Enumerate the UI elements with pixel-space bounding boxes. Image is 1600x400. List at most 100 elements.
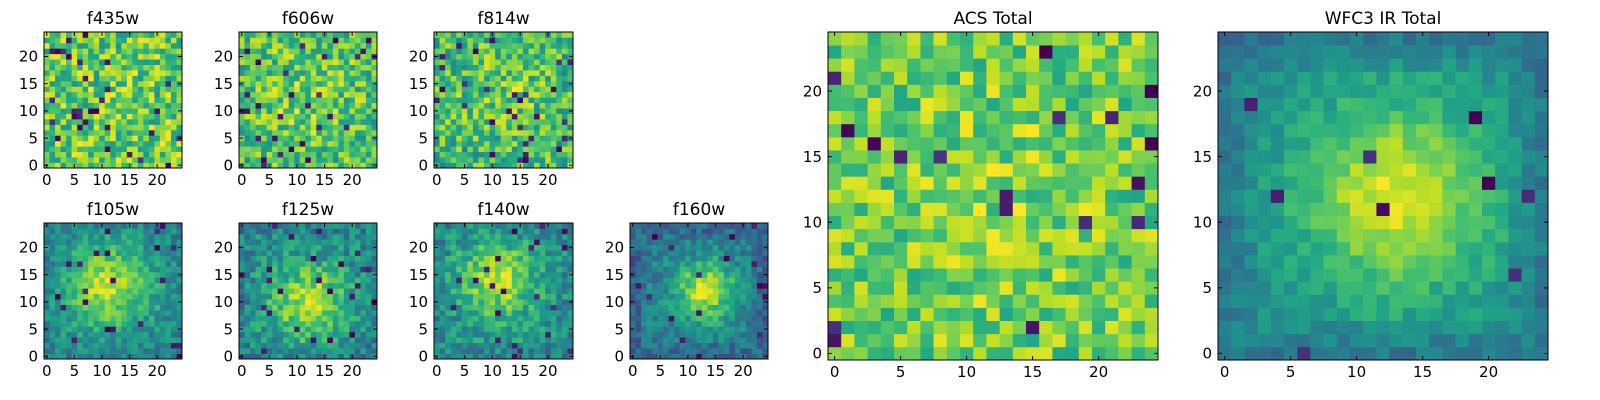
heatmap-cell [104, 342, 111, 349]
heatmap-cell [159, 135, 166, 142]
heatmap-cell [165, 37, 172, 44]
heatmap-cell [250, 239, 256, 246]
heatmap-cell [266, 97, 273, 104]
heatmap-cell [266, 239, 273, 246]
heatmap-cell [310, 255, 317, 262]
heatmap-cell [641, 299, 647, 305]
heatmap-cell [745, 288, 752, 295]
heatmap-cell [534, 59, 540, 65]
heatmap-cell [762, 288, 769, 295]
heatmap-cell [450, 266, 457, 273]
heatmap-cell [137, 157, 144, 163]
heatmap-cell [365, 119, 372, 125]
heatmap-cell [283, 64, 290, 71]
heatmap-cell [82, 162, 89, 169]
heatmap-cell [154, 261, 161, 267]
heatmap-cell [321, 42, 328, 49]
heatmap-cell [999, 294, 1014, 308]
heatmap-cell [66, 86, 72, 93]
heatmap-cell [110, 223, 117, 229]
heatmap-cell [635, 288, 642, 295]
heatmap-cell [641, 255, 647, 262]
heatmap-cell [176, 97, 183, 104]
heatmap-cell [467, 277, 474, 284]
heatmap-cell [450, 331, 457, 338]
heatmap-cell [500, 113, 507, 120]
heatmap-cell [283, 288, 290, 295]
heatmap-cell [511, 48, 518, 55]
heatmap-cell [641, 304, 647, 311]
heatmap-cell [60, 293, 67, 300]
heatmap-cell [946, 320, 961, 335]
heatmap-cell [354, 124, 361, 131]
x-tick-label: 10 [287, 362, 306, 380]
heatmap-cell [71, 37, 78, 44]
heatmap-cell [93, 320, 100, 327]
heatmap-cell [511, 239, 518, 246]
heatmap-cell [338, 75, 345, 82]
heatmap-cells [434, 32, 574, 169]
heatmap-cell [762, 315, 769, 322]
heatmap-cell [305, 151, 312, 158]
heatmap-cell [1118, 163, 1132, 177]
heatmap-cell [550, 146, 557, 153]
heatmap-cell [365, 277, 372, 284]
heatmap-cell [657, 261, 664, 267]
heatmap-cell [310, 277, 317, 284]
heatmap-cell [1052, 163, 1066, 177]
heatmap-cell [456, 326, 463, 333]
heatmap-cell [277, 119, 284, 125]
heatmap-cell [115, 326, 122, 333]
heatmap-cell [652, 261, 658, 267]
heatmap-cell [517, 64, 524, 71]
heatmap-cell [110, 255, 117, 262]
heatmap-cell [250, 162, 256, 169]
heatmap-cell [567, 304, 574, 311]
heatmap-cell [338, 59, 345, 65]
heatmap-cell [338, 48, 345, 55]
heatmap-cell [321, 299, 328, 305]
heatmap-cell [652, 353, 658, 360]
heatmap-cell [646, 288, 653, 295]
heatmap-cell [478, 320, 485, 327]
heatmap-cell [338, 157, 345, 163]
heatmap-cell [132, 86, 139, 93]
heatmap-cell [528, 140, 535, 147]
heatmap-cell [250, 97, 256, 104]
heatmap-cell [121, 48, 128, 55]
heatmap-cell [545, 151, 552, 158]
heatmap-cell [261, 37, 267, 44]
heatmap-cell [461, 277, 468, 284]
heatmap-cell [690, 288, 697, 295]
heatmap-cell [349, 250, 356, 256]
heatmap-cell [646, 228, 653, 235]
heatmap-cell [244, 37, 251, 44]
heatmap-cell [93, 255, 100, 262]
heatmap-cell [110, 64, 117, 71]
heatmap-cell [154, 277, 161, 284]
heatmap-cell [327, 353, 334, 360]
heatmap-cell [365, 70, 372, 76]
heatmap-cell [88, 261, 95, 267]
heatmap-cell [522, 97, 529, 104]
heatmap-cell [82, 233, 89, 240]
heatmap-cell [143, 151, 150, 158]
heatmap-cell [137, 70, 144, 76]
heatmap-cell [467, 86, 474, 93]
heatmap-cell [545, 255, 552, 262]
heatmap-cell [668, 261, 675, 267]
heatmap-cell [652, 331, 658, 338]
heatmap-cell [115, 348, 122, 354]
heatmap-cell [165, 135, 172, 142]
heatmap-cell [154, 129, 161, 136]
heatmap-cell [60, 233, 67, 240]
heatmap-cell [517, 299, 524, 305]
heatmap-cell [137, 348, 144, 354]
heatmap-cell [495, 129, 502, 136]
heatmap-cell [99, 315, 106, 322]
heatmap-cell [115, 70, 122, 76]
heatmap-cell [170, 75, 177, 82]
heatmap-cell [244, 70, 251, 76]
heatmap-cell [920, 241, 934, 256]
